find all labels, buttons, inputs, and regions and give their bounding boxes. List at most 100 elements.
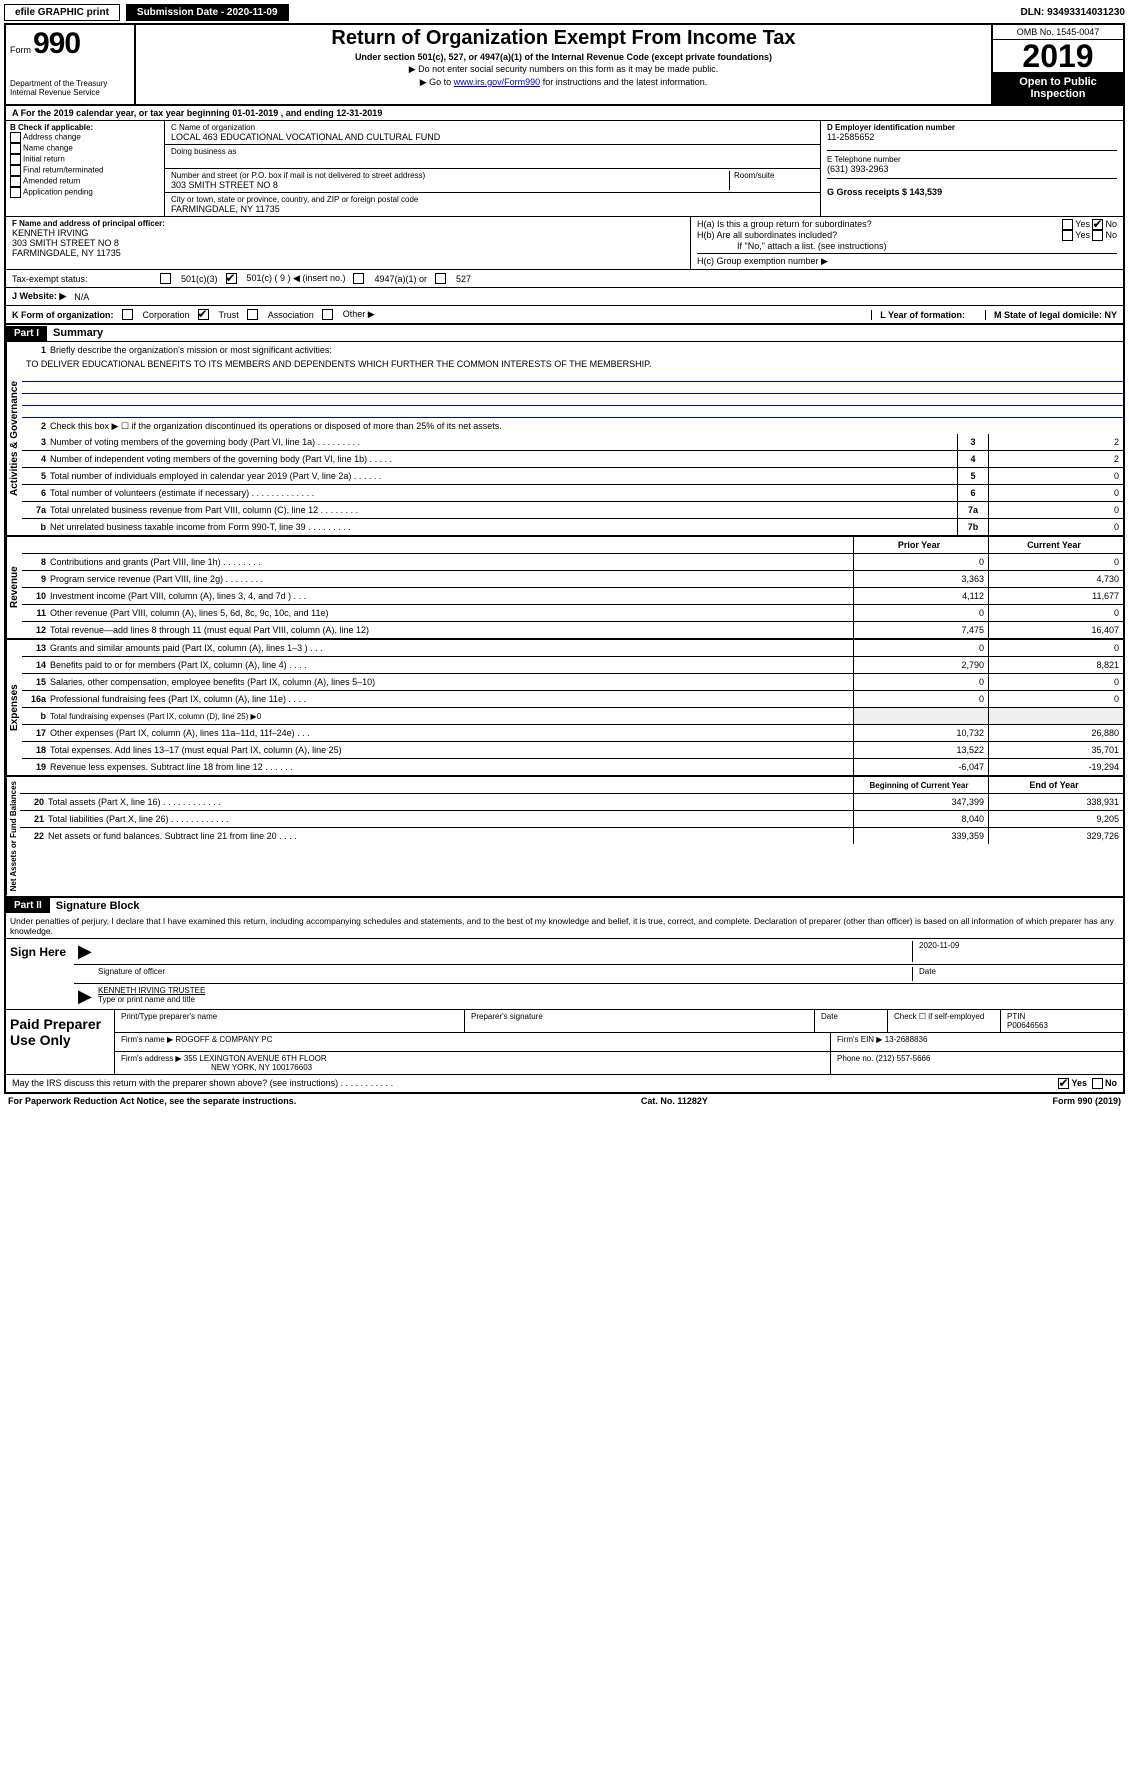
o-501c3: 501(c)(3) <box>181 274 218 284</box>
c10: 11,677 <box>988 588 1123 604</box>
ein-label: D Employer identification number <box>827 123 955 132</box>
type-print-lbl: Type or print name and title <box>98 995 1119 1004</box>
check-self: Check ☐ if self-employed <box>888 1010 1001 1032</box>
prep-date-lbl: Date <box>815 1010 888 1032</box>
ptin-lbl: PTIN <box>1007 1012 1117 1021</box>
discuss: May the IRS discuss this return with the… <box>12 1078 393 1089</box>
sub3-pre: ▶ Go to <box>420 77 454 87</box>
c19: -19,294 <box>988 759 1123 775</box>
v7b: 0 <box>988 519 1123 535</box>
cb-trust[interactable] <box>198 309 209 320</box>
l18: Total expenses. Add lines 13–17 (must eq… <box>50 744 853 756</box>
cb-address[interactable] <box>10 132 21 143</box>
opt-address: Address change <box>23 133 81 142</box>
p14: 2,790 <box>853 657 988 673</box>
cb-501c[interactable] <box>226 273 237 284</box>
l7a: Total unrelated business revenue from Pa… <box>50 504 957 516</box>
l8: Contributions and grants (Part VIII, lin… <box>50 556 853 568</box>
cb-pending[interactable] <box>10 187 21 198</box>
ptin: P00646563 <box>1007 1021 1117 1030</box>
c20: 338,931 <box>988 794 1123 810</box>
part1-title: Summary <box>47 325 109 341</box>
efile-btn[interactable]: efile GRAPHIC print <box>4 4 120 21</box>
l7b: Net unrelated business taxable income fr… <box>50 521 957 533</box>
cb-501c3[interactable] <box>160 273 171 284</box>
l10: Investment income (Part VIII, column (A)… <box>50 590 853 602</box>
v4: 2 <box>988 451 1123 467</box>
p19: -6,047 <box>853 759 988 775</box>
firm-name: ROGOFF & COMPANY PC <box>175 1035 272 1044</box>
l16a: Professional fundraising fees (Part IX, … <box>50 693 853 705</box>
dba-label: Doing business as <box>171 147 814 156</box>
declaration: Under penalties of perjury, I declare th… <box>6 914 1123 938</box>
subtitle-3: ▶ Go to www.irs.gov/Form990 for instruct… <box>142 77 985 88</box>
tab-expenses: Expenses <box>6 640 22 775</box>
discuss-no[interactable] <box>1092 1078 1103 1089</box>
box-h: H(a) Is this a group return for subordin… <box>691 217 1123 269</box>
cb-other[interactable] <box>322 309 333 320</box>
l6: Total number of volunteers (estimate if … <box>50 487 957 499</box>
discuss-yes-lbl: Yes <box>1071 1078 1087 1088</box>
part2-title: Signature Block <box>50 898 146 914</box>
form-id-box: Form 990 Department of the Treasury Inte… <box>6 25 136 104</box>
sig-arrow-icon: ▶ <box>78 941 90 962</box>
cb-final[interactable] <box>10 165 21 176</box>
sub3-post: for instructions and the latest informat… <box>540 77 707 87</box>
dept: Department of the Treasury Internal Reve… <box>10 79 130 97</box>
firm-name-lbl: Firm's name ▶ <box>121 1035 173 1044</box>
l1: Briefly describe the organization's miss… <box>50 344 1123 356</box>
l15: Salaries, other compensation, employee b… <box>50 676 853 688</box>
city-label: City or town, state or province, country… <box>171 195 814 204</box>
cb-initial[interactable] <box>10 154 21 165</box>
officer-name-title: KENNETH IRVING TRUSTEE <box>98 986 1119 995</box>
cb-527[interactable] <box>435 273 446 284</box>
page-title: Return of Organization Exempt From Incom… <box>142 27 985 50</box>
cb-name[interactable] <box>10 143 21 154</box>
l5: Total number of individuals employed in … <box>50 470 957 482</box>
dln: DLN: 93493314031230 <box>1020 7 1125 18</box>
p17: 10,732 <box>853 725 988 741</box>
p22: 339,359 <box>853 828 988 844</box>
period-row: A For the 2019 calendar year, or tax yea… <box>6 106 1123 121</box>
submission-date: Submission Date - 2020-11-09 <box>126 4 289 21</box>
c15: 0 <box>988 674 1123 690</box>
org-name: LOCAL 463 EDUCATIONAL VOCATIONAL AND CUL… <box>171 132 814 142</box>
c22: 329,726 <box>988 828 1123 844</box>
o-trust: Trust <box>219 310 239 320</box>
box-b: B Check if applicable: Address change Na… <box>6 121 165 216</box>
opt-name: Name change <box>23 144 73 153</box>
addr-label: Number and street (or P.O. box if mail i… <box>171 171 729 180</box>
cb-assoc[interactable] <box>247 309 258 320</box>
prep-sig-lbl: Preparer's signature <box>465 1010 815 1032</box>
org-city: FARMINGDALE, NY 11735 <box>171 204 814 214</box>
header-right-box: OMB No. 1545-0047 2019 Open to Public In… <box>991 25 1123 104</box>
discuss-yes[interactable] <box>1058 1078 1069 1089</box>
cb-4947[interactable] <box>353 273 364 284</box>
p8: 0 <box>853 554 988 570</box>
c13: 0 <box>988 640 1123 656</box>
discuss-no-lbl: No <box>1105 1078 1117 1088</box>
cb-corp[interactable] <box>122 309 133 320</box>
o-corp: Corporation <box>143 310 190 320</box>
ha-no[interactable] <box>1092 219 1103 230</box>
open-inspection: Open to Public Inspection <box>993 72 1123 104</box>
l-year: L Year of formation: <box>871 310 965 320</box>
firm-addr1: 355 LEXINGTON AVENUE 6TH FLOOR <box>184 1054 327 1063</box>
cb-amended[interactable] <box>10 176 21 187</box>
ein: 11-2585652 <box>827 132 1117 142</box>
officer-addr1: 303 SMITH STREET NO 8 <box>12 238 684 248</box>
hdr-prior: Prior Year <box>853 537 988 553</box>
hb-no[interactable] <box>1092 230 1103 241</box>
mission: TO DELIVER EDUCATIONAL BENEFITS TO ITS M… <box>22 358 1123 370</box>
c14: 8,821 <box>988 657 1123 673</box>
hb-yes[interactable] <box>1062 230 1073 241</box>
l9: Program service revenue (Part VIII, line… <box>50 573 853 585</box>
hb-label: H(b) Are all subordinates included? <box>697 230 837 241</box>
ha-yes[interactable] <box>1062 219 1073 230</box>
c12: 16,407 <box>988 622 1123 638</box>
firm-ein: 13-2688836 <box>885 1035 928 1044</box>
firm-phone-lbl: Phone no. <box>837 1054 873 1063</box>
irs-link[interactable]: www.irs.gov/Form990 <box>454 77 541 87</box>
form-label: Form <box>10 45 31 55</box>
sign-here: Sign Here <box>6 939 74 1009</box>
